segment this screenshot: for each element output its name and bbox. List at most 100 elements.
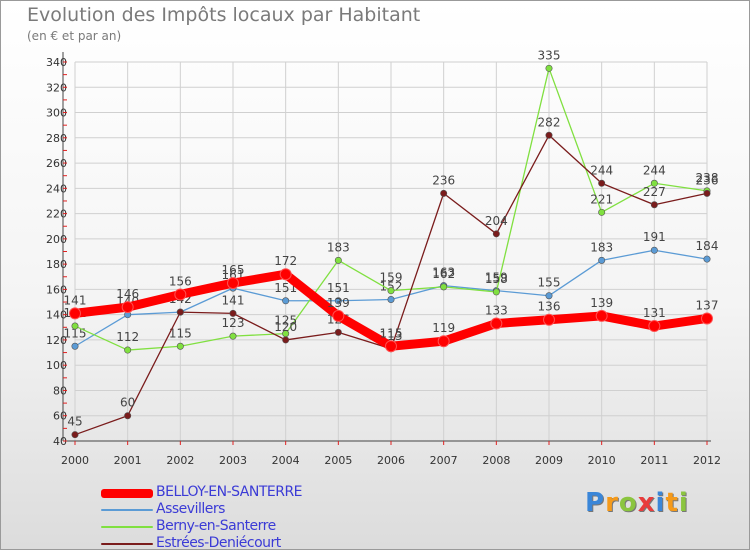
logo-letter: i [655, 488, 666, 518]
data-label: 158 [485, 272, 508, 286]
data-label: 115 [169, 326, 192, 340]
data-label: 115 [64, 326, 87, 340]
data-point [703, 189, 711, 197]
data-point [121, 301, 134, 314]
data-label: 139 [327, 296, 350, 310]
data-label: 156 [169, 274, 192, 288]
data-point [71, 431, 79, 439]
x-tick-label: 2011 [640, 454, 668, 467]
x-tick-label: 2007 [430, 454, 458, 467]
data-label: 204 [485, 214, 508, 228]
data-point [385, 340, 397, 353]
legend-label: Assevillers [156, 501, 225, 517]
data-label: 162 [432, 267, 455, 281]
data-label: 133 [485, 304, 508, 318]
y-tick-label: 240 [46, 182, 67, 195]
data-point [332, 309, 345, 322]
data-label: 131 [643, 306, 666, 320]
data-label: 60 [120, 396, 135, 410]
x-tick-label: 2004 [272, 454, 300, 467]
data-label: 45 [67, 415, 82, 429]
data-point [650, 201, 658, 209]
y-tick-label: 220 [46, 208, 67, 221]
data-point [229, 309, 237, 317]
data-label: 236 [696, 173, 719, 187]
data-label: 120 [274, 320, 297, 334]
logo-letter: i [678, 488, 689, 518]
logo-letter: r [605, 488, 619, 518]
data-label: 165 [222, 263, 245, 277]
data-label: 159 [380, 271, 403, 285]
legend-label: Estrées-Deniécourt [156, 535, 281, 550]
data-label: 335 [538, 48, 561, 62]
data-label: 159 [485, 271, 508, 285]
data-label: 227 [643, 185, 666, 199]
x-tick-label: 2012 [693, 454, 721, 467]
y-tick-label: 100 [46, 359, 67, 372]
data-point [598, 208, 606, 216]
data-point [334, 297, 342, 305]
legend-swatch [101, 526, 153, 528]
data-label: 141 [222, 293, 245, 307]
legend-swatch [101, 543, 153, 545]
data-label: 244 [590, 163, 613, 177]
data-label: 221 [590, 192, 613, 206]
data-point [227, 277, 239, 290]
data-point [174, 288, 187, 301]
data-point [545, 131, 553, 139]
data-point [387, 296, 395, 304]
x-tick-label: 2006 [377, 454, 405, 467]
data-point [545, 64, 553, 72]
data-point [437, 335, 450, 348]
data-label: 125 [274, 314, 297, 328]
data-point [440, 189, 448, 197]
data-label: 146 [116, 287, 139, 301]
x-tick-label: 2001 [114, 454, 142, 467]
data-label: 183 [327, 240, 350, 254]
data-label: 115 [380, 326, 403, 340]
data-label: 112 [116, 330, 139, 344]
data-point [648, 320, 661, 333]
legend-label: Berny-en-Santerre [156, 518, 276, 534]
data-point [176, 342, 184, 350]
x-tick-label: 2005 [324, 454, 352, 467]
data-label: 139 [590, 296, 613, 310]
data-point [490, 317, 503, 330]
y-tick-label: 140 [46, 309, 67, 322]
y-tick-label: 180 [46, 258, 67, 271]
chart-title: Evolution des Impôts locaux par Habitant [27, 4, 421, 26]
data-label: 238 [696, 171, 719, 185]
data-point [229, 332, 237, 340]
data-point [282, 336, 290, 344]
data-point [595, 309, 608, 322]
data-point [650, 246, 658, 254]
data-label: 123 [222, 316, 245, 330]
data-point [545, 292, 553, 300]
data-point [71, 342, 79, 350]
data-label: 282 [538, 115, 561, 129]
data-label: 184 [696, 239, 719, 253]
logo-letter: x [637, 488, 656, 518]
legend-swatch [101, 488, 153, 498]
data-point [598, 179, 606, 187]
data-label: 141 [64, 293, 87, 307]
x-tick-label: 2010 [588, 454, 616, 467]
chart-subtitle: (en € et par an) [27, 29, 122, 43]
data-point [440, 283, 448, 291]
data-point [701, 312, 713, 325]
data-point [492, 230, 500, 238]
y-tick-label: 300 [46, 107, 67, 120]
x-tick-label: 2003 [219, 454, 247, 467]
y-tick-label: 260 [46, 157, 67, 170]
x-tick-label: 2009 [535, 454, 563, 467]
logo-letter: t [665, 488, 679, 518]
data-point [176, 308, 184, 316]
y-tick-label: 200 [46, 233, 67, 246]
legend-label: BELLOY-EN-SANTERRE [156, 484, 303, 500]
logo-letter: o [618, 488, 638, 518]
data-point [650, 179, 658, 187]
data-label: 236 [432, 173, 455, 187]
data-point [279, 268, 292, 281]
legend-swatch [101, 509, 153, 511]
